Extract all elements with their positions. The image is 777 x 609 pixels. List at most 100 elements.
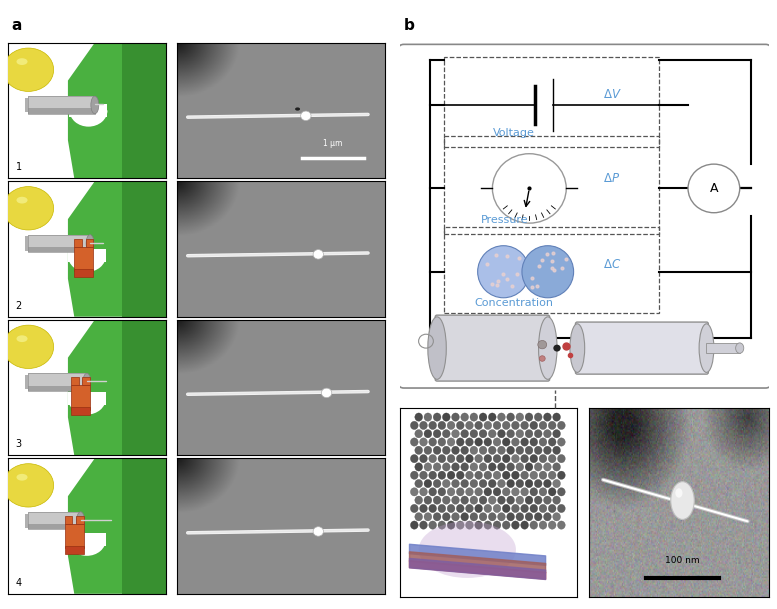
Circle shape bbox=[479, 446, 487, 454]
Circle shape bbox=[493, 153, 566, 223]
Ellipse shape bbox=[522, 245, 573, 298]
Circle shape bbox=[424, 479, 432, 488]
Ellipse shape bbox=[16, 474, 27, 481]
Bar bbox=[75, 247, 93, 271]
Circle shape bbox=[420, 421, 427, 429]
Ellipse shape bbox=[86, 234, 94, 252]
Ellipse shape bbox=[83, 373, 91, 391]
Circle shape bbox=[456, 521, 464, 529]
Circle shape bbox=[516, 446, 524, 454]
Text: 4: 4 bbox=[16, 578, 22, 588]
Ellipse shape bbox=[428, 317, 446, 379]
Circle shape bbox=[438, 504, 446, 513]
Polygon shape bbox=[68, 458, 166, 594]
Circle shape bbox=[484, 521, 492, 529]
Circle shape bbox=[461, 413, 469, 421]
Circle shape bbox=[530, 504, 538, 513]
Circle shape bbox=[484, 488, 492, 496]
Circle shape bbox=[525, 429, 533, 438]
Ellipse shape bbox=[313, 250, 323, 259]
Circle shape bbox=[493, 454, 501, 463]
Circle shape bbox=[525, 479, 533, 488]
Circle shape bbox=[493, 438, 501, 446]
Circle shape bbox=[429, 471, 437, 479]
Ellipse shape bbox=[419, 521, 516, 578]
Circle shape bbox=[429, 504, 437, 513]
Circle shape bbox=[420, 454, 427, 463]
Text: 1: 1 bbox=[16, 162, 22, 172]
Circle shape bbox=[461, 496, 469, 504]
Text: Concentration: Concentration bbox=[474, 298, 553, 308]
Circle shape bbox=[479, 429, 487, 438]
Bar bbox=[28, 234, 90, 252]
Circle shape bbox=[544, 496, 552, 504]
Bar bbox=[25, 513, 38, 527]
Bar bbox=[25, 98, 38, 112]
Bar bbox=[28, 96, 95, 114]
Circle shape bbox=[451, 429, 459, 438]
Circle shape bbox=[451, 513, 459, 521]
Ellipse shape bbox=[322, 388, 332, 398]
Circle shape bbox=[484, 454, 492, 463]
Circle shape bbox=[516, 463, 524, 471]
Bar bbox=[68, 249, 106, 262]
FancyBboxPatch shape bbox=[399, 44, 771, 388]
Circle shape bbox=[475, 471, 483, 479]
Text: A: A bbox=[709, 182, 718, 195]
Circle shape bbox=[525, 446, 533, 454]
Circle shape bbox=[484, 421, 492, 429]
Circle shape bbox=[511, 504, 519, 513]
Circle shape bbox=[456, 504, 464, 513]
Circle shape bbox=[442, 446, 450, 454]
Circle shape bbox=[470, 496, 478, 504]
Circle shape bbox=[507, 479, 514, 488]
Circle shape bbox=[451, 496, 459, 504]
Ellipse shape bbox=[301, 111, 311, 121]
Circle shape bbox=[456, 438, 464, 446]
Circle shape bbox=[475, 454, 483, 463]
Text: a: a bbox=[11, 18, 21, 33]
Circle shape bbox=[502, 454, 510, 463]
Circle shape bbox=[511, 454, 519, 463]
Polygon shape bbox=[68, 43, 166, 178]
Circle shape bbox=[415, 513, 423, 521]
Bar bbox=[706, 343, 740, 353]
Wedge shape bbox=[68, 256, 106, 272]
Circle shape bbox=[489, 413, 497, 421]
Circle shape bbox=[549, 438, 556, 446]
Bar bbox=[28, 247, 90, 252]
Circle shape bbox=[538, 340, 547, 349]
Bar bbox=[64, 524, 84, 548]
Bar bbox=[444, 227, 658, 314]
Polygon shape bbox=[68, 320, 166, 456]
Circle shape bbox=[420, 504, 427, 513]
Circle shape bbox=[434, 446, 441, 454]
Circle shape bbox=[448, 488, 455, 496]
Text: Pressure: Pressure bbox=[482, 214, 529, 225]
Circle shape bbox=[535, 413, 542, 421]
Circle shape bbox=[530, 421, 538, 429]
Circle shape bbox=[475, 521, 483, 529]
Circle shape bbox=[470, 413, 478, 421]
Bar bbox=[28, 373, 87, 391]
Circle shape bbox=[544, 513, 552, 521]
Circle shape bbox=[521, 438, 528, 446]
Circle shape bbox=[539, 454, 547, 463]
Bar bbox=[28, 524, 81, 529]
Bar bbox=[68, 533, 106, 546]
Circle shape bbox=[451, 479, 459, 488]
Circle shape bbox=[295, 107, 300, 111]
Circle shape bbox=[470, 513, 478, 521]
Circle shape bbox=[438, 438, 446, 446]
Circle shape bbox=[415, 429, 423, 438]
Circle shape bbox=[502, 438, 510, 446]
Circle shape bbox=[3, 325, 54, 368]
Circle shape bbox=[688, 164, 740, 213]
Circle shape bbox=[410, 454, 418, 463]
Circle shape bbox=[511, 438, 519, 446]
Bar bbox=[75, 239, 82, 247]
Circle shape bbox=[3, 48, 54, 91]
Circle shape bbox=[465, 471, 473, 479]
Circle shape bbox=[539, 421, 547, 429]
Wedge shape bbox=[68, 540, 106, 556]
